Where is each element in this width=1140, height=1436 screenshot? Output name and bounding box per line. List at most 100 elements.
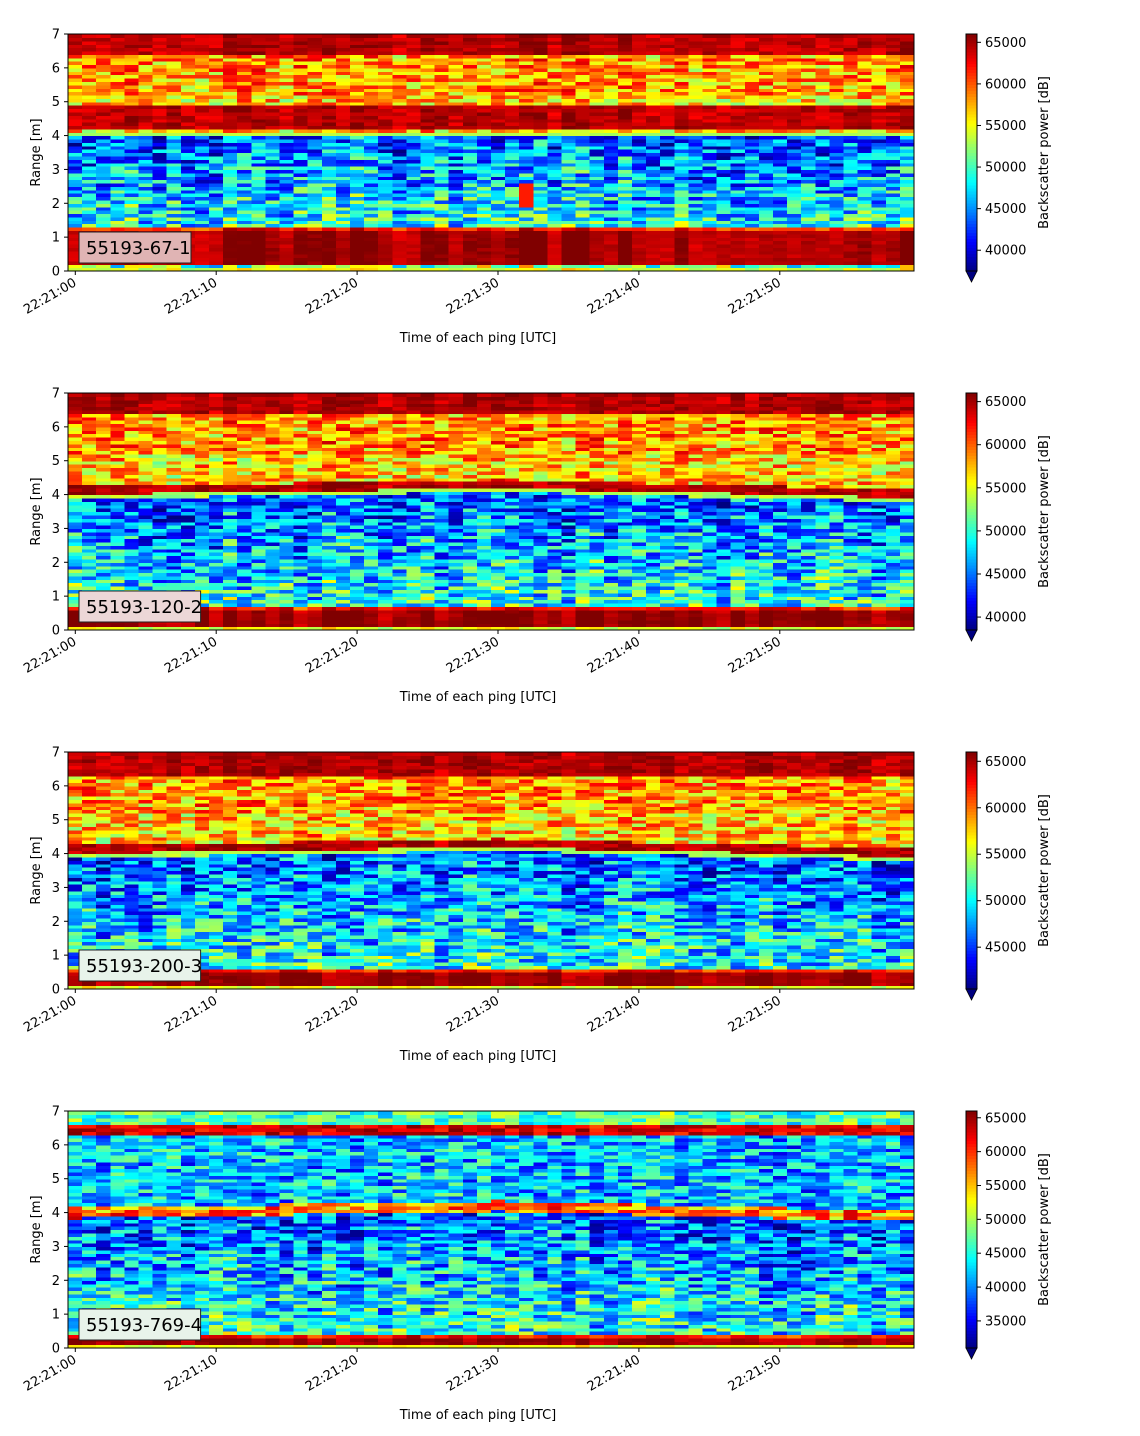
heatmap-cell	[321, 264, 337, 269]
heatmap-cell	[152, 409, 168, 414]
heatmap-cell	[702, 193, 718, 198]
heatmap-cell	[603, 193, 619, 198]
heatmap-cell	[420, 50, 436, 55]
heatmap-cell	[899, 260, 915, 265]
heatmap-cell	[801, 71, 816, 76]
heatmap-cell	[702, 196, 718, 201]
heatmap-cell	[166, 128, 182, 133]
heatmap-cell	[194, 210, 210, 215]
heatmap-cell	[180, 226, 196, 231]
heatmap-cell	[857, 230, 873, 235]
heatmap-cell	[321, 159, 337, 164]
heatmap-cell	[801, 138, 816, 143]
heatmap-cell	[110, 71, 125, 76]
heatmap-cell	[533, 64, 548, 69]
heatmap-cell	[801, 78, 816, 82]
heatmap-cell	[194, 128, 210, 133]
heatmap-cell	[68, 596, 83, 601]
heatmap-cell	[350, 132, 365, 137]
colorbar-segment	[966, 199, 977, 204]
heatmap-cell	[843, 122, 859, 127]
heatmap-cell	[335, 189, 351, 194]
heatmap-cell	[730, 44, 746, 49]
heatmap-cell	[237, 118, 252, 123]
heatmap-cell	[885, 57, 901, 62]
heatmap-cell	[589, 213, 605, 218]
heatmap-cell	[293, 64, 309, 69]
heatmap-cell	[96, 88, 111, 93]
heatmap-cell	[251, 162, 266, 167]
heatmap-cell	[547, 216, 563, 221]
heatmap-cell	[82, 518, 97, 523]
heatmap-cell	[82, 50, 97, 55]
heatmap-cell	[279, 132, 295, 137]
heatmap-cell	[533, 203, 548, 208]
heatmap-cell	[603, 149, 619, 154]
heatmap-cell	[124, 497, 140, 502]
heatmap-cell	[350, 226, 365, 231]
heatmap-cell	[307, 54, 323, 59]
heatmap-cell	[787, 101, 802, 106]
heatmap-cell	[152, 575, 168, 580]
heatmap-cell	[547, 149, 563, 154]
heatmap-cell	[632, 78, 647, 82]
heatmap-cell	[138, 406, 154, 411]
heatmap-cell	[716, 216, 732, 221]
heatmap-cell	[491, 186, 506, 191]
heatmap-cell	[899, 142, 915, 147]
heatmap-cell	[68, 105, 83, 110]
heatmap-cell	[603, 40, 619, 45]
heatmap-cell	[265, 88, 281, 93]
heatmap-cell	[899, 54, 915, 59]
heatmap-cell	[68, 64, 83, 69]
heatmap-cell	[96, 159, 111, 164]
heatmap-cell	[674, 155, 689, 160]
heatmap-cell	[773, 145, 788, 150]
heatmap-cell	[491, 196, 506, 201]
heatmap-cell	[194, 67, 210, 72]
heatmap-cell	[730, 84, 746, 89]
heatmap-cell	[547, 78, 563, 82]
heatmap-cell	[773, 67, 788, 72]
heatmap-cell	[406, 118, 422, 123]
heatmap-cell	[533, 115, 548, 120]
heatmap-cell	[547, 108, 563, 113]
heatmap-cell	[180, 504, 196, 509]
heatmap-cell	[660, 216, 675, 221]
heatmap-cell	[617, 243, 633, 248]
heatmap-cell	[589, 264, 605, 269]
heatmap-cell	[603, 243, 619, 248]
heatmap-cell	[152, 101, 168, 106]
heatmap-cell	[773, 230, 788, 235]
heatmap-cell	[533, 94, 548, 99]
heatmap-cell	[801, 101, 816, 106]
heatmap-cell	[82, 203, 97, 208]
heatmap-cell	[547, 166, 563, 171]
heatmap-cell	[476, 132, 492, 137]
heatmap-cell	[533, 206, 548, 211]
heatmap-cell	[462, 142, 478, 147]
heatmap-cell	[547, 37, 563, 42]
heatmap-cell	[476, 233, 492, 238]
heatmap-cell	[68, 579, 83, 584]
heatmap-cell	[787, 111, 802, 116]
heatmap-cell	[152, 57, 168, 62]
heatmap-cell	[787, 182, 802, 187]
heatmap-cell	[688, 196, 704, 201]
heatmap-cell	[406, 81, 422, 86]
heatmap-cell	[575, 216, 591, 221]
heatmap-cell	[237, 169, 252, 174]
heatmap-cell	[491, 172, 506, 177]
colorbar-tick-label: 65000	[985, 36, 1026, 51]
heatmap-cell	[843, 159, 859, 164]
heatmap-cell	[110, 61, 125, 66]
heatmap-cell	[462, 64, 478, 69]
heatmap-cell	[491, 138, 506, 143]
heatmap-cell	[519, 88, 534, 93]
heatmap-cell	[307, 40, 323, 45]
heatmap-cell	[773, 47, 788, 52]
heatmap-cell	[82, 152, 97, 157]
heatmap-cell	[350, 186, 365, 191]
heatmap-cell	[82, 108, 97, 113]
heatmap-cell	[194, 159, 210, 164]
